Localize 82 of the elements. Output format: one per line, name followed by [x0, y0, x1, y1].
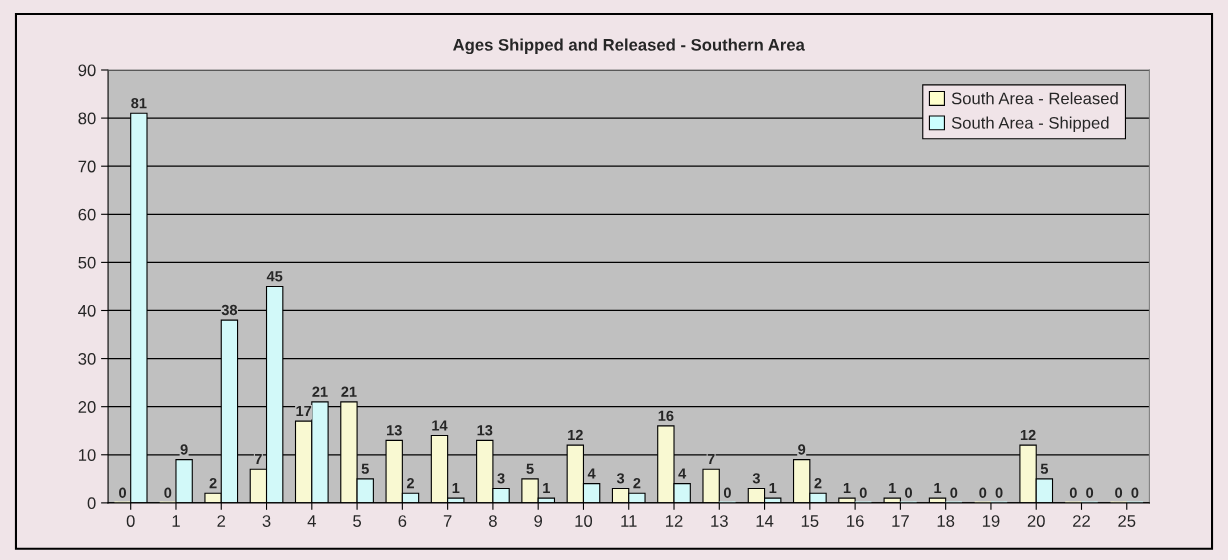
x-tick-label: 1 — [172, 515, 180, 527]
y-tick-label: 10 — [78, 449, 96, 461]
data-label: 0 — [1069, 487, 1077, 498]
x-tick-label: 0 — [126, 515, 135, 527]
x-tick-label: 3 — [262, 515, 271, 527]
data-label: 81 — [131, 98, 147, 109]
data-label: 2 — [814, 477, 822, 489]
x-tick-label: 5 — [353, 515, 362, 527]
y-tick-label: 50 — [78, 256, 96, 269]
data-label: 5 — [361, 463, 369, 474]
data-label: 21 — [341, 386, 357, 397]
data-label: 7 — [707, 454, 715, 465]
x-tick-label: 15 — [801, 515, 819, 527]
data-label: 2 — [209, 477, 217, 489]
data-label: 1 — [889, 482, 896, 493]
x-tick-label: 2 — [217, 515, 226, 527]
data-label: 0 — [905, 487, 912, 498]
x-tick-label: 11 — [621, 515, 637, 527]
data-label: 45 — [266, 271, 283, 282]
data-label: 1 — [843, 482, 851, 493]
data-label: 3 — [616, 473, 625, 484]
data-label: 3 — [497, 473, 505, 484]
data-label: 9 — [798, 444, 806, 455]
legend-label: South Area - Shipped — [951, 116, 1109, 133]
data-label: 13 — [477, 425, 493, 436]
data-label: 0 — [1131, 487, 1139, 498]
data-label: 1 — [769, 482, 777, 493]
y-tick-label: 80 — [78, 112, 96, 125]
x-tick-label: 6 — [398, 515, 407, 527]
data-label: 2 — [406, 477, 414, 489]
y-tick-label: 90 — [78, 64, 96, 77]
data-label: 0 — [164, 487, 172, 498]
x-tick-label: 18 — [937, 515, 955, 527]
data-label: 21 — [312, 386, 328, 397]
data-label: 5 — [1040, 463, 1049, 474]
x-tick-label: 8 — [489, 515, 497, 527]
data-label: 0 — [1115, 487, 1123, 498]
data-label: 1 — [934, 482, 942, 493]
data-label: 0 — [995, 487, 1003, 498]
data-label: 0 — [859, 487, 867, 498]
data-label: 17 — [296, 405, 312, 416]
data-label: 0 — [950, 487, 958, 498]
data-label: 0 — [979, 487, 987, 498]
data-label: 0 — [723, 487, 731, 498]
x-tick-label: 9 — [534, 515, 543, 527]
x-tick-label: 22 — [1073, 515, 1090, 527]
x-tick-label: 10 — [575, 515, 593, 527]
data-label: 4 — [587, 468, 596, 479]
data-label: 7 — [254, 454, 262, 465]
x-tick-label: 12 — [666, 515, 683, 527]
y-tick-label: 30 — [78, 352, 96, 365]
x-tick-label: 16 — [847, 515, 864, 527]
x-tick-label: 14 — [756, 515, 774, 527]
data-label: 3 — [752, 473, 760, 484]
data-label: 13 — [387, 425, 402, 436]
x-tick-label: 19 — [982, 515, 1000, 527]
data-label: 38 — [221, 304, 238, 316]
x-tick-label: 17 — [892, 515, 909, 527]
data-label: 12 — [568, 429, 583, 441]
data-label: 14 — [432, 420, 448, 431]
y-tick-label: 0 — [87, 497, 96, 510]
data-label: 0 — [1086, 487, 1094, 498]
chart-title: Ages Shipped and Released - Southern Area — [453, 38, 805, 55]
y-tick-label: 60 — [78, 208, 96, 221]
x-tick-label: 25 — [1118, 515, 1136, 527]
x-tick-label: 13 — [711, 515, 728, 527]
x-tick-label: 4 — [307, 515, 316, 527]
legend-label: South Area - Released — [951, 92, 1118, 105]
data-label: 1 — [452, 482, 460, 493]
x-tick-label: 20 — [1027, 515, 1045, 527]
data-label: 2 — [633, 477, 641, 489]
data-label: 1 — [543, 482, 550, 493]
y-tick-label: 70 — [78, 160, 96, 173]
y-tick-label: 40 — [78, 304, 96, 317]
data-label: 0 — [119, 487, 127, 498]
data-label: 16 — [658, 410, 674, 421]
x-tick-label: 7 — [443, 515, 452, 527]
data-label: 5 — [526, 463, 534, 474]
data-label: 12 — [1020, 429, 1036, 441]
data-label: 4 — [678, 468, 687, 479]
data-label: 9 — [180, 444, 188, 455]
y-tick-label: 20 — [78, 401, 96, 413]
